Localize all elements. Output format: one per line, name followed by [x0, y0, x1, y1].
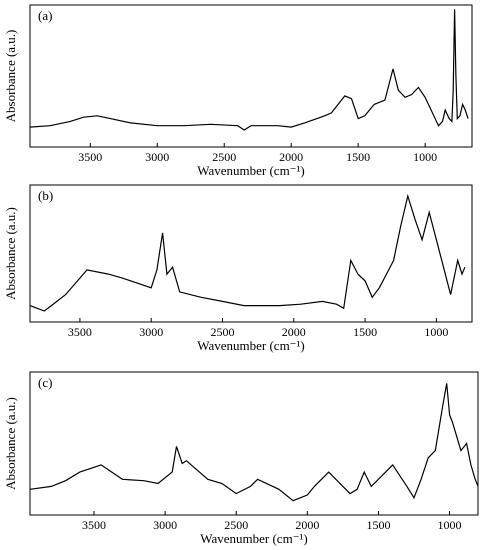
- x-tick-label: 3000: [153, 518, 177, 532]
- x-tick-label: 1500: [346, 150, 370, 164]
- spectrum: [29, 193, 466, 312]
- x-tick-label: 3500: [78, 150, 102, 164]
- panel-label: (a): [38, 8, 52, 23]
- spectrum: [29, 383, 479, 502]
- x-tick-label: 2500: [210, 325, 234, 339]
- x-axis-label: Wavenumber (cm⁻¹): [200, 531, 308, 546]
- x-tick-label: 2000: [282, 325, 306, 339]
- plot-frame: [29, 371, 479, 516]
- y-axis-label: Absorbance (a.u.): [3, 30, 18, 123]
- x-tick-label: 3500: [82, 518, 106, 532]
- panel-label: (c): [38, 375, 52, 390]
- x-axis-label: Wavenumber (cm⁻¹): [197, 338, 305, 353]
- y-axis-label: Absorbance (a.u.): [3, 397, 18, 490]
- x-tick-label: 2000: [295, 518, 319, 532]
- x-tick-label: 1000: [413, 150, 437, 164]
- x-tick-label: 1000: [438, 518, 462, 532]
- x-axis-label: Wavenumber (cm⁻¹): [197, 163, 305, 178]
- plot-frame: [29, 4, 473, 148]
- x-tick-label: 3500: [68, 325, 92, 339]
- plot-frame: [29, 184, 473, 323]
- y-axis-label: Absorbance (a.u.): [3, 207, 18, 300]
- x-tick-label: 3000: [145, 150, 169, 164]
- x-tick-label: 2500: [224, 518, 248, 532]
- x-tick-label: 1000: [424, 325, 448, 339]
- x-tick-label: 3000: [139, 325, 163, 339]
- x-tick-label: 1500: [353, 325, 377, 339]
- panel-label: (b): [38, 188, 53, 203]
- x-tick-label: 2000: [279, 150, 303, 164]
- x-tick-label: 1500: [366, 518, 390, 532]
- x-tick-label: 2500: [212, 150, 236, 164]
- spectrum: [29, 9, 469, 131]
